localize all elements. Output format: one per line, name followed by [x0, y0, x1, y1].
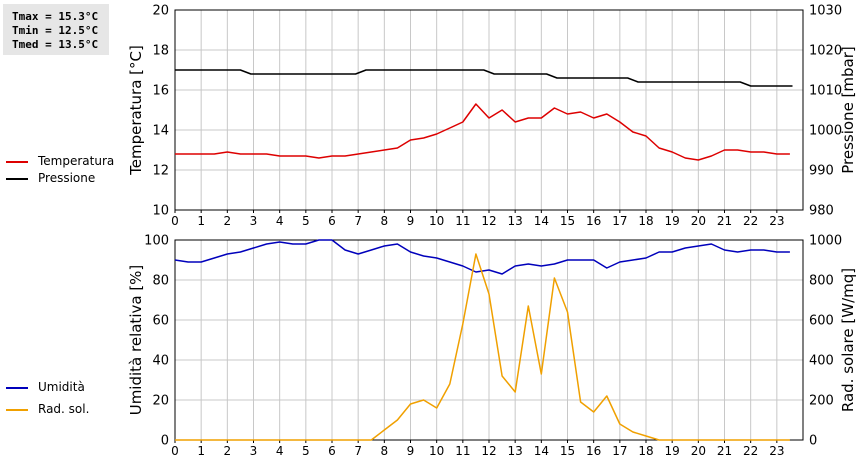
- chart1-y2tick-label: 1020: [809, 44, 842, 59]
- chart2-xtick-label: 16: [586, 444, 601, 458]
- chart1-ytick-label: 12: [152, 164, 169, 179]
- legend-swatch-temperatura: [6, 161, 28, 163]
- chart1-xtick-label: 6: [328, 214, 336, 228]
- tmax-label: Tmax = 15.3°C: [12, 10, 99, 23]
- chart1-y2tick-label: 1010: [809, 84, 842, 99]
- chart2-xtick-label: 8: [381, 444, 389, 458]
- chart1-y2tick-label: 1000: [809, 124, 842, 139]
- chart2-xtick-label: 13: [508, 444, 523, 458]
- chart1-xtick-label: 10: [429, 214, 444, 228]
- chart1-ylabel: Temperatura [°C]: [127, 45, 145, 176]
- chart2-series-rad-sol: [175, 253, 790, 441]
- chart1-xtick-label: 12: [481, 214, 496, 228]
- chart2-xtick-label: 12: [481, 444, 496, 458]
- chart2-frame: [174, 239, 804, 441]
- chart1-ytick-label: 10: [152, 204, 169, 219]
- chart2: 0 1 2 3 4 5 6 7 8 9 10 11 12 13 14 15 16 17 18 19 20 21 22 2302…: [127, 234, 857, 459]
- legend-swatch-pressione: [6, 178, 28, 180]
- chart2-xtick-label: 4: [276, 444, 284, 458]
- chart1-y2tick-label: 980: [809, 204, 834, 219]
- chart1-xtick-label: 11: [455, 214, 470, 228]
- chart1-xtick-label: 1: [197, 214, 205, 228]
- chart1-xtick-label: 23: [769, 214, 784, 228]
- chart1-xtick-label: 16: [586, 214, 601, 228]
- chart1-xtick-label: 5: [302, 214, 310, 228]
- chart2-ytick-label: 40: [152, 354, 169, 369]
- chart1-ytick-label: 18: [152, 44, 169, 59]
- chart1-y2tick-label: 990: [809, 164, 834, 179]
- chart2-xtick-label: 17: [612, 444, 627, 458]
- legend-swatch-umidita: [6, 387, 28, 389]
- chart2-ytick-label: 20: [152, 394, 169, 409]
- chart2-ytick-label: 80: [152, 274, 169, 289]
- chart2-xtick-label: 0: [171, 444, 179, 458]
- chart2-y2label: Rad. solare [W/mq]: [839, 268, 857, 412]
- chart2-ytick-label: 100: [144, 234, 169, 249]
- chart2-y2tick-label: 800: [809, 274, 834, 289]
- chart2-y2tick-label: 1000: [809, 234, 842, 249]
- legend-label-pressione: Pressione: [38, 171, 96, 185]
- chart1-xtick-label: 15: [560, 214, 575, 228]
- chart2-xtick-label: 14: [534, 444, 549, 458]
- chart2-xtick-label: 18: [638, 444, 653, 458]
- chart2-xtick-label: 3: [250, 444, 258, 458]
- chart2-xtick-label: 2: [224, 444, 232, 458]
- chart1-xtick-label: 17: [612, 214, 627, 228]
- chart2-xtick-label: 15: [560, 444, 575, 458]
- chart1-xtick-label: 7: [354, 214, 362, 228]
- chart1-xtick-label: 18: [638, 214, 653, 228]
- chart1-xtick-label: 20: [691, 214, 706, 228]
- chart1-ytick-label: 14: [152, 124, 169, 139]
- legend-label-temperatura: Temperatura: [38, 154, 115, 168]
- legend-label-umidita: Umidità: [38, 380, 85, 394]
- chart1-y2tick-label: 1030: [809, 4, 842, 19]
- chart1-xtick-label: 3: [250, 214, 258, 228]
- chart1-xtick-label: 8: [381, 214, 389, 228]
- chart2-y2tick-label: 400: [809, 354, 834, 369]
- chart2-xtick-label: 6: [328, 444, 336, 458]
- chart2-xtick-label: 23: [769, 444, 784, 458]
- tmin-label: Tmin = 12.5°C: [12, 24, 99, 37]
- chart2-xtick-label: 21: [717, 444, 732, 458]
- chart1-y2label: Pressione [mbar]: [839, 46, 857, 174]
- chart1-xtick-label: 14: [534, 214, 549, 228]
- chart1-series-pressione: [175, 69, 793, 87]
- chart1-frame: [174, 9, 804, 211]
- chart1-xtick-label: 9: [407, 214, 415, 228]
- chart2-xtick-label: 5: [302, 444, 310, 458]
- chart2-ylabel: Umidità relativa [%]: [127, 265, 145, 416]
- chart2-xtick-label: 10: [429, 444, 444, 458]
- chart1-xtick-label: 22: [743, 214, 758, 228]
- chart2-ytick-label: 0: [161, 434, 169, 449]
- legend-label-rad-sol: Rad. sol.: [38, 402, 90, 416]
- chart2-y2tick-label: 600: [809, 314, 834, 329]
- chart2-xtick-label: 19: [665, 444, 680, 458]
- chart2-xtick-label: 22: [743, 444, 758, 458]
- chart2-y2tick-label: 200: [809, 394, 834, 409]
- chart1-ytick-label: 16: [152, 84, 169, 99]
- chart1-xtick-label: 2: [224, 214, 232, 228]
- chart1-xtick-label: 19: [665, 214, 680, 228]
- chart1-xtick-label: 13: [508, 214, 523, 228]
- tmed-label: Tmed = 13.5°C: [12, 38, 99, 51]
- chart2-xtick-label: 7: [354, 444, 362, 458]
- chart2-xtick-label: 11: [455, 444, 470, 458]
- chart1-ytick-label: 20: [152, 4, 169, 19]
- chart2-xtick-label: 20: [691, 444, 706, 458]
- chart1-xtick-label: 21: [717, 214, 732, 228]
- chart1: 0 1 2 3 4 5 6 7 8 9 10 11 12 13 14 15 16 17 18 19 20 21 22 2310…: [127, 4, 857, 229]
- stats-box: Tmax = 15.3°C Tmin = 12.5°C Tmed = 13.5°…: [3, 4, 109, 55]
- chart1-xtick-label: 0: [171, 214, 179, 228]
- chart2-xtick-label: 9: [407, 444, 415, 458]
- chart2-series-umidita: [174, 239, 790, 275]
- legend-swatch-rad-sol: [6, 409, 28, 411]
- chart1-series-temperatura: [175, 103, 790, 161]
- chart2-y2tick-label: 0: [809, 434, 817, 449]
- chart2-xtick-label: 1: [197, 444, 205, 458]
- chart2-ytick-label: 60: [152, 314, 169, 329]
- chart1-xtick-label: 4: [276, 214, 284, 228]
